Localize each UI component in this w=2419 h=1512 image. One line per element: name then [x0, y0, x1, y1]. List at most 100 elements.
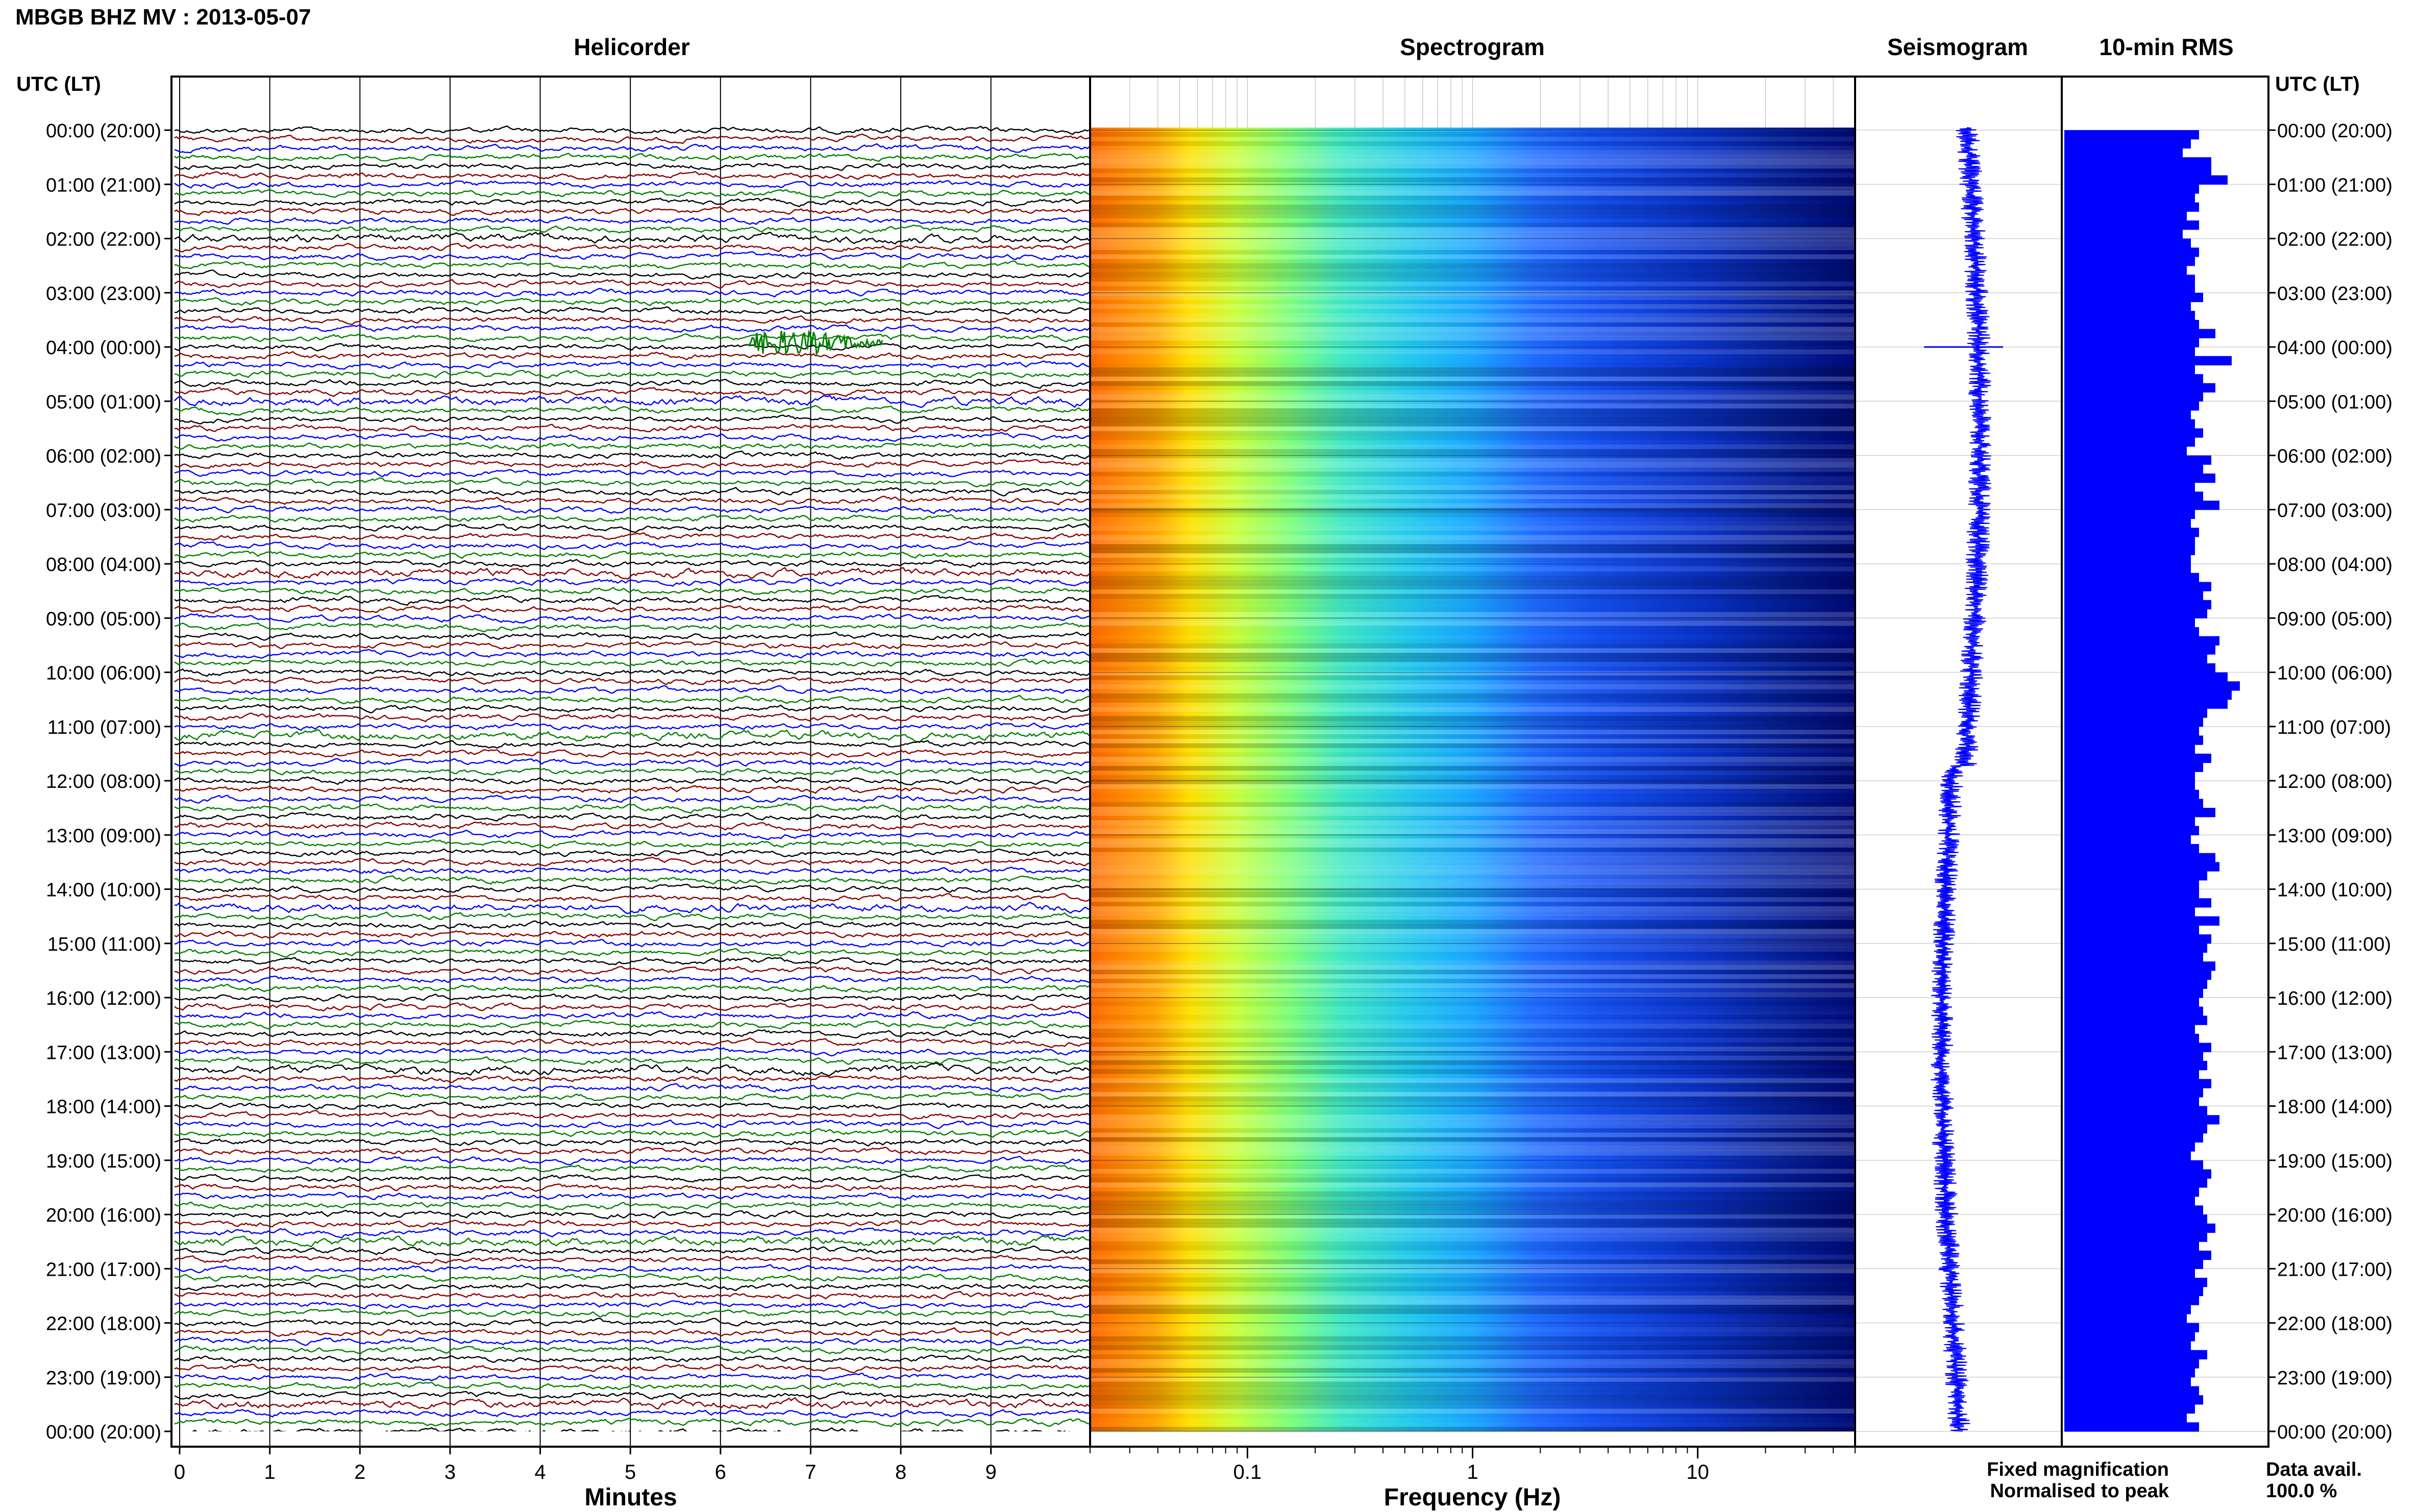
helicorder-trace — [174, 901, 1090, 914]
rms-bar — [2064, 1124, 2207, 1134]
rms-bar — [2064, 1404, 2195, 1414]
spectrogram-row — [1090, 204, 1855, 210]
rms-bar — [2064, 410, 2191, 420]
time-label-left: 00:00 (20:00) — [46, 120, 161, 142]
rms-bar — [2064, 130, 2199, 140]
spectrogram-row — [1090, 1137, 1855, 1142]
rms-bar — [2064, 1395, 2203, 1405]
spectrogram-row — [1090, 893, 1855, 898]
spectrogram-row — [1090, 1196, 1855, 1201]
spectrogram-row — [1090, 503, 1855, 508]
spectrogram-row — [1090, 1331, 1855, 1337]
rms-bar — [2064, 898, 2211, 908]
spectrogram-row — [1090, 485, 1855, 490]
spectrogram-row — [1090, 408, 1855, 413]
helicorder-trace — [174, 658, 1090, 667]
rms-bar — [2064, 1296, 2199, 1305]
spectrogram-row — [1090, 933, 1855, 938]
spectrogram-row — [1090, 449, 1855, 454]
spectrogram-row — [1090, 1268, 1855, 1273]
helicorder-trace — [174, 1075, 1090, 1083]
rms-bar — [2064, 1006, 2203, 1017]
helicorder-trace — [174, 216, 1090, 226]
helicorder-trace — [174, 424, 1090, 433]
spectrogram-row — [1090, 852, 1855, 857]
helicorder-trace — [174, 1010, 1090, 1022]
rms-frame — [2061, 76, 2269, 1448]
helicorder-event — [747, 329, 883, 356]
spectrogram-row — [1090, 317, 1855, 323]
rms-bar — [2064, 229, 2183, 239]
rms-bar — [2064, 311, 2195, 320]
helicorder-trace — [174, 640, 1090, 650]
spectrogram-row — [1090, 517, 1855, 522]
spectrogram-row — [1090, 929, 1855, 934]
spectrogram-row — [1090, 521, 1855, 527]
spectrogram-row — [1090, 349, 1855, 355]
rms-bar — [2064, 907, 2195, 917]
helicorder-trace — [174, 342, 1090, 352]
helicorder-trace — [174, 414, 1090, 425]
helicorder-trace — [174, 1318, 1090, 1327]
spectrogram-row — [1090, 702, 1855, 708]
spectrogram-row — [1090, 585, 1855, 590]
spectrogram-row — [1090, 1178, 1855, 1183]
spectrogram-row — [1090, 508, 1855, 513]
rms-bar — [2064, 329, 2215, 338]
spectrogram-row — [1090, 431, 1855, 436]
spectrogram-row — [1090, 1422, 1855, 1427]
spectrogram-row — [1090, 1354, 1855, 1359]
helicorder-trace — [174, 495, 1090, 506]
seismogram-trace — [1855, 127, 2062, 1432]
spectrogram-row — [1090, 422, 1855, 427]
helicorder-trace — [174, 1164, 1090, 1173]
rms-bar — [2064, 202, 2199, 212]
rms-bar — [2064, 1305, 2191, 1315]
rms-bar — [2064, 1359, 2199, 1369]
rms-bar — [2064, 636, 2219, 646]
rms-bar — [2064, 365, 2195, 375]
rms-bar — [2064, 446, 2187, 456]
rms-bar — [2064, 528, 2199, 537]
spectrogram-row — [1090, 1060, 1855, 1065]
time-label-left: 01:00 (21:00) — [46, 175, 161, 196]
rms-bar — [2064, 347, 2195, 357]
helicorder-trace — [174, 432, 1090, 442]
spectrogram-row — [1090, 639, 1855, 644]
helicorder-trace — [174, 1109, 1090, 1120]
spectrogram-row — [1090, 327, 1855, 332]
spectrogram-row — [1090, 1037, 1855, 1043]
spectrogram-row — [1090, 680, 1855, 685]
spectrogram-row — [1090, 630, 1855, 635]
rms-bar — [2064, 1187, 2199, 1197]
time-label-right: 02:00 (22:00) — [2277, 229, 2392, 251]
helicorder-trace — [174, 514, 1090, 523]
spectrogram-row — [1090, 1345, 1855, 1350]
rms-bar — [2064, 509, 2195, 519]
rms-bar — [2064, 275, 2195, 284]
spectrogram-row — [1090, 472, 1855, 477]
spectrogram-row — [1090, 1273, 1855, 1278]
spectrogram-row — [1090, 222, 1855, 228]
spectrogram-row — [1090, 920, 1855, 925]
spectrogram-row — [1090, 643, 1855, 649]
spectrogram-row — [1090, 1132, 1855, 1137]
spectrogram-row — [1090, 970, 1855, 975]
spectrogram-row — [1090, 1373, 1855, 1377]
helicorder-trace — [174, 829, 1090, 840]
spectrogram-row — [1090, 1092, 1855, 1097]
rms-bar — [2064, 401, 2199, 411]
spectrogram-row — [1090, 1368, 1855, 1373]
spectrogram-row — [1090, 381, 1855, 386]
spectrogram-row — [1090, 367, 1855, 373]
rms-bar — [2064, 1043, 2211, 1052]
helicorder-trace — [174, 712, 1090, 723]
rms-bar — [2064, 889, 2199, 899]
spectrogram-row — [1090, 811, 1855, 816]
spectrogram-row — [1090, 512, 1855, 517]
rms-bar — [2064, 1323, 2199, 1332]
helicorder-trace — [174, 251, 1090, 261]
spectrogram-row — [1090, 635, 1855, 639]
spectrogram-row — [1090, 1236, 1855, 1242]
